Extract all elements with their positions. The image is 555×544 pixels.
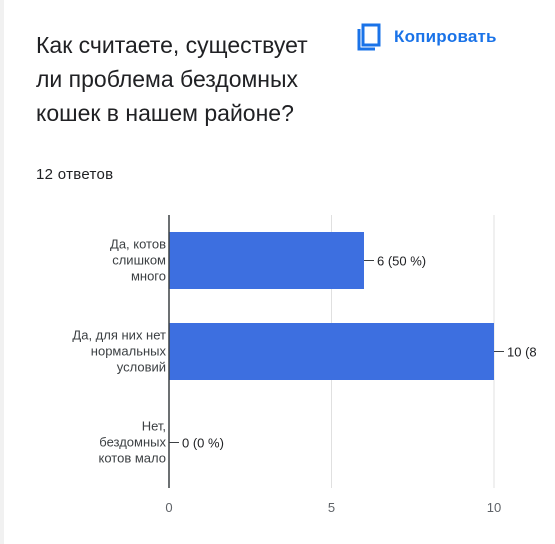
data-label: 6 (50 %) <box>377 254 426 269</box>
category-label: слишком <box>112 253 166 268</box>
category-label: нормальных <box>91 344 167 359</box>
tick-label: 10 <box>487 500 501 515</box>
bar <box>169 232 364 289</box>
tick-label: 0 <box>165 500 172 515</box>
response-count: 12 ответов <box>36 166 114 183</box>
category-label: бездомных <box>99 435 166 450</box>
question-title: Как считаете, существует ли проблема без… <box>36 32 308 126</box>
data-label: 10 (8 <box>507 345 537 360</box>
left-border <box>0 0 4 544</box>
category-label: много <box>131 269 166 284</box>
copy-icon <box>356 23 382 51</box>
data-label: 0 (0 %) <box>182 436 224 451</box>
copy-button[interactable]: Копировать <box>356 22 497 52</box>
copy-button-label: Копировать <box>394 27 497 46</box>
category-label: котов мало <box>99 451 166 466</box>
bar <box>169 323 494 380</box>
tick-label: 5 <box>328 500 335 515</box>
category-label: Нет, <box>142 419 166 434</box>
category-label: Да, котов <box>110 237 166 252</box>
category-label: Да, для них нет <box>72 328 166 343</box>
category-label: условий <box>117 360 166 375</box>
